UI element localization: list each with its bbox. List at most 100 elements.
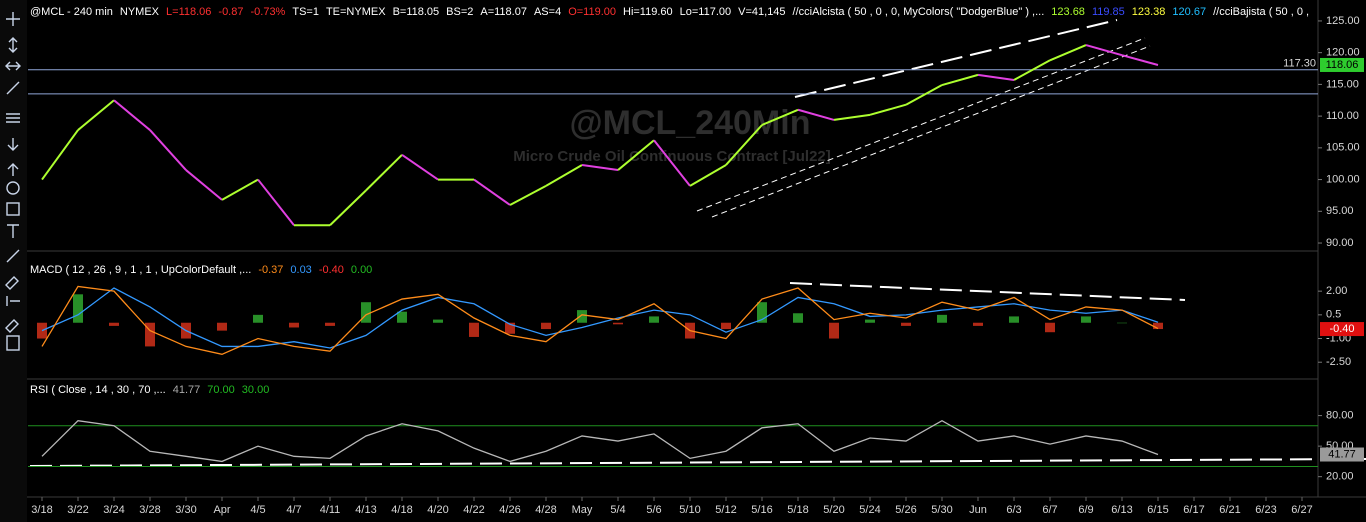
- lines-tool[interactable]: [6, 113, 20, 123]
- histogram-bar: [217, 322, 227, 331]
- x-tick-label: 5/6: [646, 504, 661, 516]
- x-tick-label: 4/13: [355, 504, 376, 516]
- x-tick-label: 5/18: [787, 504, 808, 516]
- x-tick-label: 4/20: [427, 504, 448, 516]
- header-item: L=118.06: [166, 6, 211, 18]
- header-item: MACD ( 12 , 26 , 9 , 1 , 1 , UpColorDefa…: [30, 264, 251, 276]
- x-tick-label: 5/20: [823, 504, 844, 516]
- price-segment: [473, 178, 511, 206]
- x-tick-label: 3/24: [103, 504, 124, 516]
- price-segment: [617, 139, 655, 171]
- x-tick-label: 6/13: [1111, 504, 1132, 516]
- header-item: 30.00: [242, 384, 270, 396]
- ellipse-tool[interactable]: [6, 181, 20, 195]
- x-tick-label: 5/24: [859, 504, 880, 516]
- x-tick-label: 6/15: [1147, 504, 1168, 516]
- histogram-bar: [433, 319, 443, 323]
- histogram-bar: [1117, 322, 1127, 324]
- header-item: Hi=119.60: [623, 6, 673, 18]
- indicator-line: [41, 287, 1159, 349]
- vertical-tool[interactable]: [8, 37, 18, 53]
- histogram-bar: [973, 322, 983, 326]
- x-tick-label: 4/5: [250, 504, 265, 516]
- pane-header: RSI ( Close , 14 , 30 , 70 ,... 41.77 70.0…: [30, 384, 269, 396]
- price-segment: [1013, 59, 1051, 81]
- channel-line: [696, 37, 1146, 212]
- histogram-bar: [145, 322, 155, 347]
- price-segment: [833, 113, 871, 121]
- arrow-up-tool[interactable]: [7, 163, 19, 176]
- histogram-bar: [1153, 322, 1163, 330]
- text-tool[interactable]: [7, 224, 19, 238]
- price-segment: [257, 178, 295, 226]
- x-tick-label: 4/28: [535, 504, 556, 516]
- last-value-box: [1320, 447, 1364, 462]
- header-item: -0.87: [218, 6, 243, 18]
- x-tick-label: Jun: [969, 504, 987, 516]
- histogram-bar: [937, 314, 947, 323]
- y-tick-label: 120.00: [1326, 47, 1360, 59]
- x-tick-label: 6/27: [1291, 504, 1312, 516]
- indicator-line: [41, 285, 1159, 355]
- x-tick-label: 4/26: [499, 504, 520, 516]
- header-item: -0.73%: [250, 6, 285, 18]
- x-tick-label: 6/23: [1255, 504, 1276, 516]
- price-segment: [581, 163, 619, 172]
- macd-trend-line: [789, 282, 1186, 301]
- x-tick-label: 4/22: [463, 504, 484, 516]
- price-segment: [41, 129, 79, 181]
- last-value-label: -0.40: [1329, 323, 1354, 335]
- price-segment: [401, 153, 439, 181]
- price-segment: [1121, 54, 1159, 66]
- header-item: 0.03: [290, 264, 311, 276]
- histogram-bar: [73, 294, 83, 323]
- histogram-bar: [865, 319, 875, 323]
- price-segment: [221, 178, 259, 201]
- price-segment: [941, 73, 979, 86]
- price-segment: [797, 108, 835, 121]
- crosshair-tool[interactable]: [6, 12, 20, 26]
- toolbar-bg: [0, 0, 27, 522]
- x-tick-label: 4/7: [286, 504, 301, 516]
- arrow-down-tool[interactable]: [7, 138, 19, 151]
- x-tick-label: 6/21: [1219, 504, 1240, 516]
- edit-tool[interactable]: [5, 319, 19, 333]
- x-tick-label: 4/18: [391, 504, 412, 516]
- header-item: B=118.05: [393, 6, 440, 18]
- fill-tool[interactable]: [5, 276, 19, 290]
- header-item: -0.37: [258, 264, 283, 276]
- histogram-bar: [649, 316, 659, 323]
- pen-tool[interactable]: [6, 249, 20, 263]
- histogram-bar: [1009, 316, 1019, 323]
- header-item: -0.40: [319, 264, 344, 276]
- header-item: @MCL - 240 min: [30, 6, 113, 18]
- price-segment: [977, 73, 1015, 81]
- y-tick-label: 20.00: [1326, 471, 1354, 483]
- header-item: //cciBajista ( 50 , 0 ,: [1213, 6, 1309, 18]
- price-segment: [869, 103, 907, 116]
- x-tick-label: 6/17: [1183, 504, 1204, 516]
- x-tick-label: May: [572, 504, 593, 516]
- x-tick-label: 6/7: [1042, 504, 1057, 516]
- x-tick-label: 5/4: [610, 504, 625, 516]
- measure-tool[interactable]: [6, 296, 20, 306]
- histogram-bar: [361, 302, 371, 323]
- y-tick-label: 115.00: [1326, 78, 1359, 90]
- label-tool[interactable]: [6, 335, 20, 351]
- rect-tool[interactable]: [6, 202, 20, 216]
- histogram-bar: [289, 322, 299, 328]
- price-segment: [509, 185, 547, 206]
- header-item: NYMEX: [120, 6, 160, 18]
- watermark: @MCL_240Min: [570, 104, 811, 142]
- histogram-bar: [505, 322, 515, 334]
- histogram-bar: [397, 311, 407, 323]
- header-item: TS=1: [292, 6, 319, 18]
- trendline-tool[interactable]: [6, 81, 20, 95]
- price-segment: [1049, 44, 1087, 62]
- x-tick-label: 3/22: [67, 504, 88, 516]
- header-item: 0.00: [351, 264, 372, 276]
- price-segment: [113, 99, 151, 131]
- histogram-bar: [901, 322, 911, 326]
- horizontal-tool[interactable]: [5, 61, 21, 71]
